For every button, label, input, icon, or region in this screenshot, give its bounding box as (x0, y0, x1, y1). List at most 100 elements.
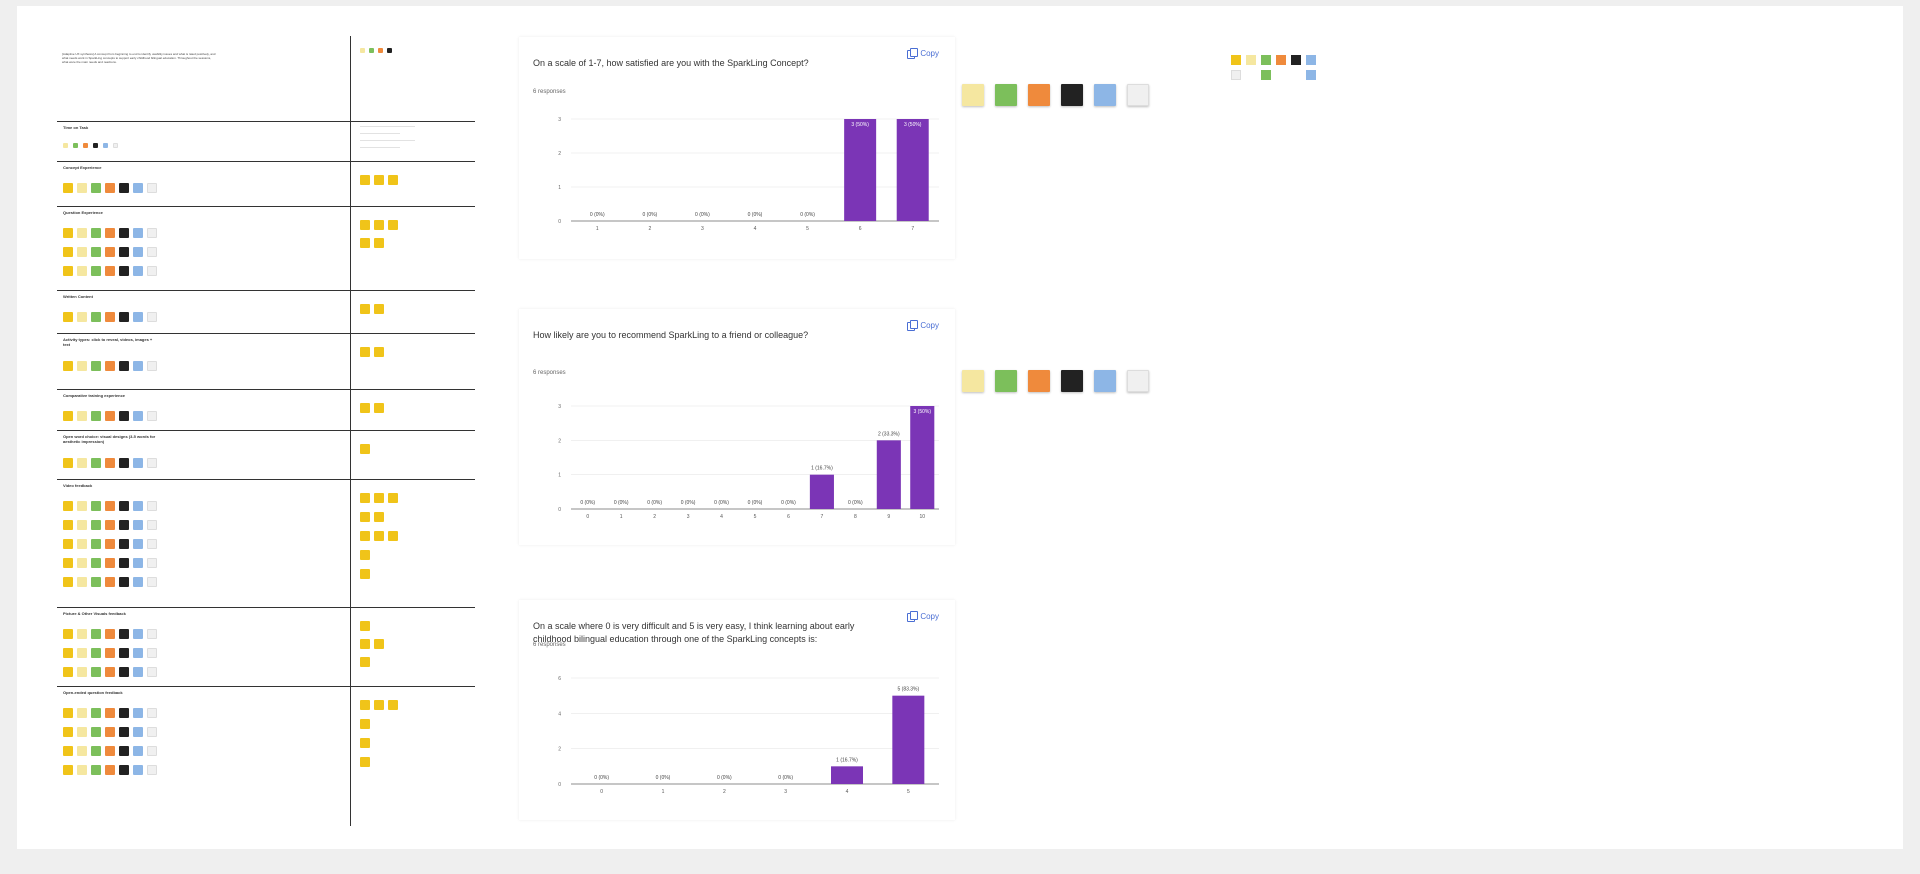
sticky-note[interactable] (360, 700, 370, 710)
sticky-note[interactable] (105, 708, 115, 718)
sticky-note[interactable] (113, 143, 118, 148)
sticky-note[interactable] (133, 539, 143, 549)
sticky-note[interactable] (63, 361, 73, 371)
sticky-note[interactable] (147, 765, 157, 775)
sticky-note[interactable] (119, 247, 129, 257)
sticky-note[interactable] (63, 577, 73, 587)
sticky-note[interactable] (147, 266, 157, 276)
sticky-note[interactable] (63, 411, 73, 421)
sticky-note[interactable] (133, 708, 143, 718)
sticky-note[interactable] (1246, 55, 1256, 65)
sticky-note[interactable] (133, 667, 143, 677)
sticky-note[interactable] (147, 577, 157, 587)
sticky-note[interactable] (374, 304, 384, 314)
sticky-note[interactable] (1061, 370, 1083, 392)
sticky-note[interactable] (119, 746, 129, 756)
sticky-note[interactable] (1261, 70, 1271, 80)
sticky-note[interactable] (77, 727, 87, 737)
sticky-note[interactable] (360, 738, 370, 748)
sticky-note[interactable] (369, 48, 374, 53)
sticky-note[interactable] (374, 220, 384, 230)
sticky-note[interactable] (374, 512, 384, 522)
sticky-note[interactable] (63, 667, 73, 677)
sticky-note[interactable] (374, 639, 384, 649)
sticky-note[interactable] (63, 765, 73, 775)
sticky-note[interactable] (91, 501, 101, 511)
sticky-note[interactable] (63, 648, 73, 658)
sticky-note[interactable] (119, 361, 129, 371)
sticky-note[interactable] (91, 727, 101, 737)
sticky-note[interactable] (63, 266, 73, 276)
sticky-note[interactable] (374, 175, 384, 185)
sticky-note[interactable] (147, 648, 157, 658)
sticky-note[interactable] (147, 629, 157, 639)
sticky-note[interactable] (105, 539, 115, 549)
copy-button[interactable]: Copy (907, 48, 939, 59)
sticky-note[interactable] (147, 520, 157, 530)
sticky-note[interactable] (91, 746, 101, 756)
sticky-note[interactable] (105, 501, 115, 511)
sticky-note[interactable] (105, 667, 115, 677)
sticky-note[interactable] (119, 708, 129, 718)
sticky-note[interactable] (147, 558, 157, 568)
sticky-note[interactable] (1127, 84, 1149, 106)
sticky-note[interactable] (119, 765, 129, 775)
sticky-note[interactable] (119, 501, 129, 511)
sticky-note[interactable] (133, 458, 143, 468)
sticky-note[interactable] (91, 539, 101, 549)
sticky-note[interactable] (63, 228, 73, 238)
sticky-note[interactable] (374, 700, 384, 710)
sticky-note[interactable] (1028, 84, 1050, 106)
sticky-note[interactable] (1028, 370, 1050, 392)
sticky-note[interactable] (103, 143, 108, 148)
sticky-note[interactable] (133, 727, 143, 737)
sticky-note[interactable] (105, 361, 115, 371)
sticky-note[interactable] (133, 312, 143, 322)
sticky-note[interactable] (105, 183, 115, 193)
sticky-note[interactable] (77, 312, 87, 322)
sticky-note[interactable] (388, 175, 398, 185)
sticky-note[interactable] (63, 539, 73, 549)
sticky-note[interactable] (91, 228, 101, 238)
copy-button[interactable]: Copy (907, 320, 939, 331)
sticky-note[interactable] (360, 719, 370, 729)
sticky-note[interactable] (77, 667, 87, 677)
sticky-note[interactable] (77, 411, 87, 421)
sticky-note[interactable] (105, 629, 115, 639)
sticky-note[interactable] (77, 361, 87, 371)
sticky-note[interactable] (119, 629, 129, 639)
sticky-note[interactable] (147, 746, 157, 756)
sticky-note[interactable] (77, 539, 87, 549)
sticky-note[interactable] (91, 183, 101, 193)
sticky-note[interactable] (105, 312, 115, 322)
sticky-note[interactable] (147, 411, 157, 421)
sticky-note[interactable] (63, 501, 73, 511)
sticky-note[interactable] (360, 347, 370, 357)
sticky-note[interactable] (105, 247, 115, 257)
sticky-note[interactable] (1231, 70, 1241, 80)
sticky-note[interactable] (63, 247, 73, 257)
sticky-note[interactable] (995, 84, 1017, 106)
sticky-note[interactable] (105, 266, 115, 276)
sticky-note[interactable] (360, 238, 370, 248)
sticky-note[interactable] (73, 143, 78, 148)
sticky-note[interactable] (1306, 70, 1316, 80)
sticky-note[interactable] (1291, 55, 1301, 65)
sticky-note[interactable] (63, 458, 73, 468)
sticky-note[interactable] (378, 48, 383, 53)
sticky-note[interactable] (147, 667, 157, 677)
sticky-note[interactable] (119, 558, 129, 568)
sticky-note[interactable] (91, 361, 101, 371)
sticky-note[interactable] (119, 228, 129, 238)
sticky-note[interactable] (63, 520, 73, 530)
sticky-note[interactable] (1306, 55, 1316, 65)
sticky-note[interactable] (105, 558, 115, 568)
sticky-note[interactable] (77, 520, 87, 530)
sticky-note[interactable] (63, 727, 73, 737)
sticky-note[interactable] (147, 312, 157, 322)
sticky-note[interactable] (63, 183, 73, 193)
sticky-note[interactable] (105, 520, 115, 530)
sticky-note[interactable] (388, 531, 398, 541)
sticky-note[interactable] (119, 266, 129, 276)
sticky-note[interactable] (133, 648, 143, 658)
